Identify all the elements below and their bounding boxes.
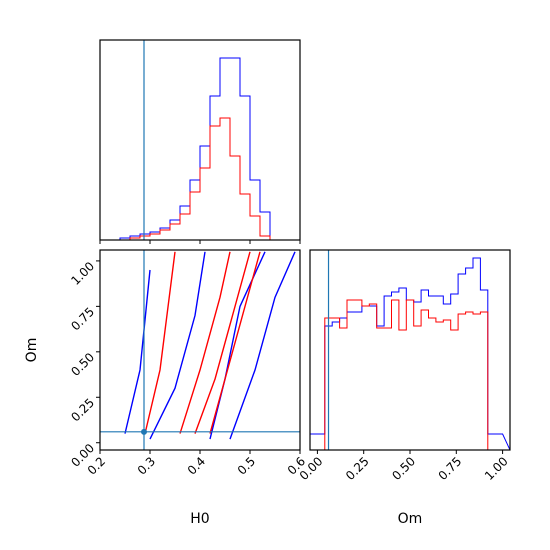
om-hist-xtick-label-3: 0.75 bbox=[436, 454, 465, 483]
contour-ytick-label-1: 0.25 bbox=[68, 396, 97, 425]
contour-ytick-label-2: 0.50 bbox=[68, 350, 97, 379]
contour-ytick-label-4: 1.00 bbox=[68, 259, 97, 288]
contour-series-0-line-3 bbox=[229, 251, 296, 440]
contour-series-0-line-0 bbox=[149, 251, 206, 440]
h0-histogram-panel bbox=[99, 39, 301, 244]
contour-series-0-line-2 bbox=[209, 251, 266, 440]
om-histogram-panel: 0.00 0.25 0.50 0.75 1.00 bbox=[297, 249, 511, 483]
contour-series-1-line-3 bbox=[209, 251, 261, 434]
truth-point-marker bbox=[141, 428, 147, 435]
y-axis-label-om: Om bbox=[24, 338, 40, 363]
contour-series-1-line-0 bbox=[144, 251, 176, 434]
h0-hist-frame bbox=[99, 39, 301, 241]
om-hist-series-1 bbox=[310, 299, 510, 451]
contour-series-1-line-2 bbox=[194, 251, 251, 434]
h0-hist-series-1 bbox=[120, 117, 271, 241]
x-axis-label-h0: H0 bbox=[190, 511, 209, 527]
h0-hist-series-0 bbox=[119, 57, 271, 240]
om-hist-xtick-label-2: 0.50 bbox=[389, 454, 418, 483]
om-hist-series-0 bbox=[309, 257, 511, 451]
contour-xtick-label-3: 0.5 bbox=[235, 454, 258, 477]
contour-ytick-label-3: 0.75 bbox=[68, 305, 97, 334]
contour-series-1-line-1 bbox=[179, 251, 231, 434]
contour-xtick-label-1: 0.3 bbox=[135, 454, 158, 477]
contour-xtick-label-2: 0.4 bbox=[185, 454, 208, 477]
x-axis-label-om: Om bbox=[398, 511, 423, 527]
contour-series-0-line-1 bbox=[124, 269, 151, 434]
h0-om-contour-panel: 0.2 0.3 0.4 0.5 0.60.000.250.500.751.00 bbox=[68, 249, 308, 478]
om-hist-xtick-label-1: 0.25 bbox=[343, 454, 372, 483]
om-hist-xtick-label-4: 1.00 bbox=[482, 454, 511, 483]
